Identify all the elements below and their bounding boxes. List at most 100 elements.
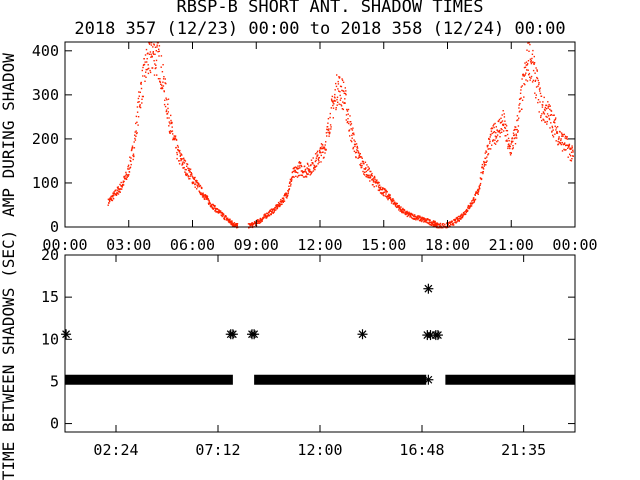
- amp-point: [548, 105, 550, 108]
- amp-point: [306, 167, 308, 169]
- amp-point: [418, 216, 420, 219]
- amp-point: [207, 199, 209, 201]
- amp-point: [141, 69, 143, 72]
- amp-point: [396, 206, 398, 209]
- amp-point: [365, 174, 368, 176]
- amp-point: [328, 135, 330, 137]
- amp-point: [299, 165, 301, 167]
- amp-point: [155, 64, 157, 66]
- amp-point: [570, 148, 572, 150]
- amp-point: [151, 56, 153, 58]
- amp-point: [335, 85, 338, 88]
- amp-point: [133, 141, 135, 143]
- amp-point: [384, 195, 387, 197]
- amp-point: [217, 210, 219, 213]
- amp-point: [525, 79, 527, 81]
- amp-point: [160, 66, 162, 68]
- amp-point: [137, 101, 139, 103]
- amp-point: [347, 118, 349, 120]
- amp-point: [350, 139, 352, 142]
- amp-point: [303, 170, 305, 173]
- amp-point: [182, 163, 184, 165]
- amp-point: [357, 157, 359, 159]
- amp-point: [270, 208, 273, 210]
- amp-point: [112, 196, 114, 198]
- amp-point: [254, 224, 257, 226]
- amp-point: [508, 146, 511, 148]
- amp-point: [124, 175, 127, 177]
- amp-point: [495, 137, 497, 139]
- amp-point: [230, 221, 232, 223]
- amp-point: [545, 104, 548, 107]
- amp-point: [118, 191, 120, 193]
- amp-point: [208, 200, 210, 202]
- amp-point: [159, 78, 161, 80]
- amp-point: [430, 224, 433, 226]
- amp-point: [500, 128, 502, 130]
- amp-point: [306, 162, 309, 165]
- amp-point: [345, 119, 347, 121]
- amp-point: [531, 61, 533, 63]
- amp-point: [382, 187, 384, 189]
- amp-point: [155, 59, 158, 62]
- amp-point: [158, 50, 160, 52]
- amp-y-axis-label: AMP DURING SHADOW: [0, 53, 18, 217]
- amp-point: [334, 93, 336, 96]
- amp-point: [319, 146, 322, 149]
- amp-point: [559, 131, 561, 133]
- amp-point: [530, 77, 532, 79]
- amp-point: [511, 137, 513, 139]
- amp-point: [178, 150, 180, 153]
- amp-point: [344, 98, 346, 100]
- amp-point: [164, 105, 167, 108]
- amp-point: [414, 218, 416, 220]
- amp-point: [297, 172, 299, 174]
- amp-point: [307, 163, 309, 165]
- amp-point: [273, 210, 276, 212]
- amp-point: [450, 224, 452, 226]
- amp-point: [507, 147, 509, 150]
- amp-point: [138, 101, 140, 103]
- amp-point: [292, 175, 294, 178]
- amp-point: [441, 224, 443, 226]
- amp-point: [333, 99, 335, 102]
- amp-point: [165, 97, 167, 99]
- amp-point: [127, 175, 129, 177]
- amp-point: [494, 143, 497, 145]
- amp-point: [177, 149, 180, 152]
- amp-point: [149, 51, 152, 53]
- amp-point: [517, 119, 519, 121]
- amp-point: [426, 221, 428, 223]
- amp-point: [163, 103, 166, 106]
- amp-point: [313, 165, 316, 167]
- amp-point: [372, 178, 374, 180]
- amp-point: [368, 177, 371, 179]
- amp-point: [181, 154, 183, 156]
- amp-point: [503, 123, 505, 125]
- amp-point: [173, 135, 175, 137]
- amp-point: [288, 182, 291, 184]
- amp-point: [530, 75, 533, 78]
- amp-point: [353, 143, 356, 146]
- amp-point: [479, 184, 481, 186]
- amp-point: [331, 95, 333, 98]
- amp-point: [142, 75, 144, 77]
- amp-point: [558, 136, 560, 138]
- amp-point: [286, 194, 288, 196]
- amp-point: [550, 114, 552, 116]
- amp-point: [264, 213, 266, 215]
- amp-point: [264, 215, 267, 218]
- amp-point: [159, 80, 161, 82]
- amp-point: [505, 135, 507, 137]
- amp-point: [338, 90, 340, 92]
- amp-point: [327, 122, 329, 124]
- amp-point: [344, 102, 346, 104]
- amp-point: [499, 129, 501, 132]
- amp-point: [196, 180, 198, 182]
- amp-point: [180, 158, 182, 160]
- amp-point: [127, 168, 129, 170]
- amp-point: [413, 218, 416, 220]
- amp-point: [378, 189, 381, 192]
- amp-point: [460, 214, 462, 216]
